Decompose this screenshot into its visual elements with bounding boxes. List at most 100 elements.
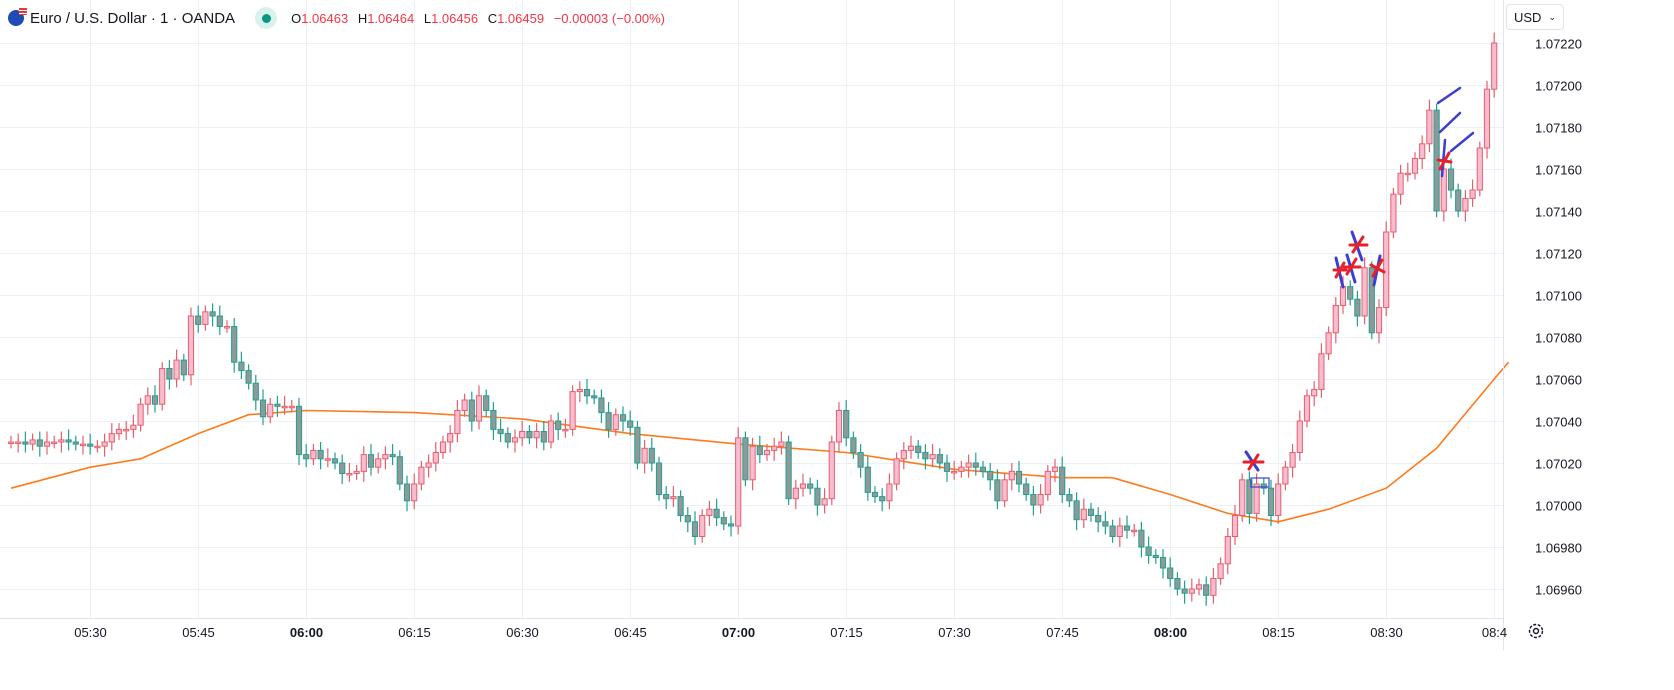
candle [1095,507,1102,533]
candle [1195,578,1203,596]
candle-body-down [915,445,922,454]
candle-body-up [101,441,108,447]
candle-body-down [979,466,987,472]
candle-body-down [216,315,223,327]
candle-body-down [331,458,339,464]
candle-body-down [1159,557,1167,569]
candle [771,437,778,461]
price-axis[interactable]: 1.07220 1.07200 1.07180 1.07160 1.07140 1.071… [1535,37,1582,598]
candle [310,444,317,466]
red-star-marker[interactable] [1436,151,1453,171]
price-tick-label: 1.07020 [1535,457,1582,472]
candle [461,393,468,417]
settings-gear-icon[interactable] [1527,622,1545,640]
grid [0,0,1503,618]
candle-body-up [1037,494,1044,506]
candle [1296,410,1303,461]
candle-body-down [864,466,871,493]
candle [1123,515,1131,539]
candle [900,442,907,470]
candle [367,444,375,476]
candle [1368,261,1375,340]
symbol-title[interactable]: Euro / U.S. Dollar · 1 · OANDA [30,9,236,27]
candle [1275,473,1282,524]
candle-body-up [108,433,115,443]
candle [799,473,807,497]
box-drawing[interactable] [1250,477,1270,488]
time-axis[interactable]: 05:30 05:45 06:00 06:15 06:30 06:45 07:00 07:15… [74,625,1507,640]
candle-body-up [778,441,785,447]
red-star-marker[interactable] [1242,450,1265,472]
candle [857,444,864,478]
market-open-status-icon[interactable] [255,7,278,29]
candle [627,410,634,436]
candle [749,437,756,491]
candle-body-down [274,403,281,407]
candle [166,360,173,390]
candle [1087,502,1095,522]
candle-body-up [1390,193,1397,233]
candle-body-down [303,454,310,460]
candle-body-down [1167,567,1174,579]
candle-body-down [1123,525,1131,531]
candle-body-up [1411,158,1419,174]
candle-body-up [1383,231,1390,309]
candle-body-up [1469,189,1476,199]
candle-body-up [699,515,706,537]
candle [1375,299,1383,344]
candle [735,427,742,535]
low-value: 1.06456 [431,10,479,26]
candle [1469,179,1476,207]
candle-body-down [598,397,605,414]
red-star-marker[interactable] [1348,230,1369,262]
candle [259,389,267,426]
candle-body-up [612,414,619,430]
currency-dropdown[interactable]: USD ⌄ [1506,4,1564,30]
trend-line-drawings[interactable] [1436,86,1475,178]
candle [1347,280,1354,306]
candle-body-down [1073,500,1080,521]
user-drawings[interactable] [1242,86,1475,488]
candle [1131,523,1138,537]
candle [1059,456,1066,503]
red-star-marker[interactable] [1369,254,1386,287]
candle [526,425,533,445]
candle-body-down [583,389,591,397]
candle-body-up [1491,42,1498,90]
red-star-marker[interactable] [1342,253,1362,284]
candle [1483,80,1491,159]
time-tick-label: 08:4 [1482,625,1507,640]
candle [519,421,526,447]
candle-body-up [1195,584,1203,590]
candle-body-down [1023,483,1030,495]
candle-body-up [569,391,576,430]
candle-body-up [1001,479,1008,502]
candle-body-up [1008,470,1015,481]
candle-body-up [475,395,483,422]
candle [1203,576,1210,606]
candle-body-up [382,454,389,460]
candle-body-up [411,483,418,502]
candle [691,511,699,545]
candle [641,439,648,474]
candle [1239,473,1246,522]
candle [58,431,65,453]
chevron-down-icon: ⌄ [1548,11,1556,22]
candle-body-up [1217,563,1224,579]
candle [619,406,627,432]
red-star-marker[interactable] [1332,256,1348,289]
candle [51,435,58,449]
candle-body-up [1375,307,1383,334]
candle-body-up [1476,147,1483,191]
candle [1159,549,1167,579]
candle [115,423,123,440]
candle-body-up [310,449,317,460]
candle-body-up [771,445,778,451]
candle-body-down [994,479,1001,502]
candle [540,421,547,451]
candle-body-up [51,441,58,444]
candle [756,435,763,463]
price-tick-label: 1.07100 [1535,289,1582,304]
candle-body-up [951,470,958,474]
